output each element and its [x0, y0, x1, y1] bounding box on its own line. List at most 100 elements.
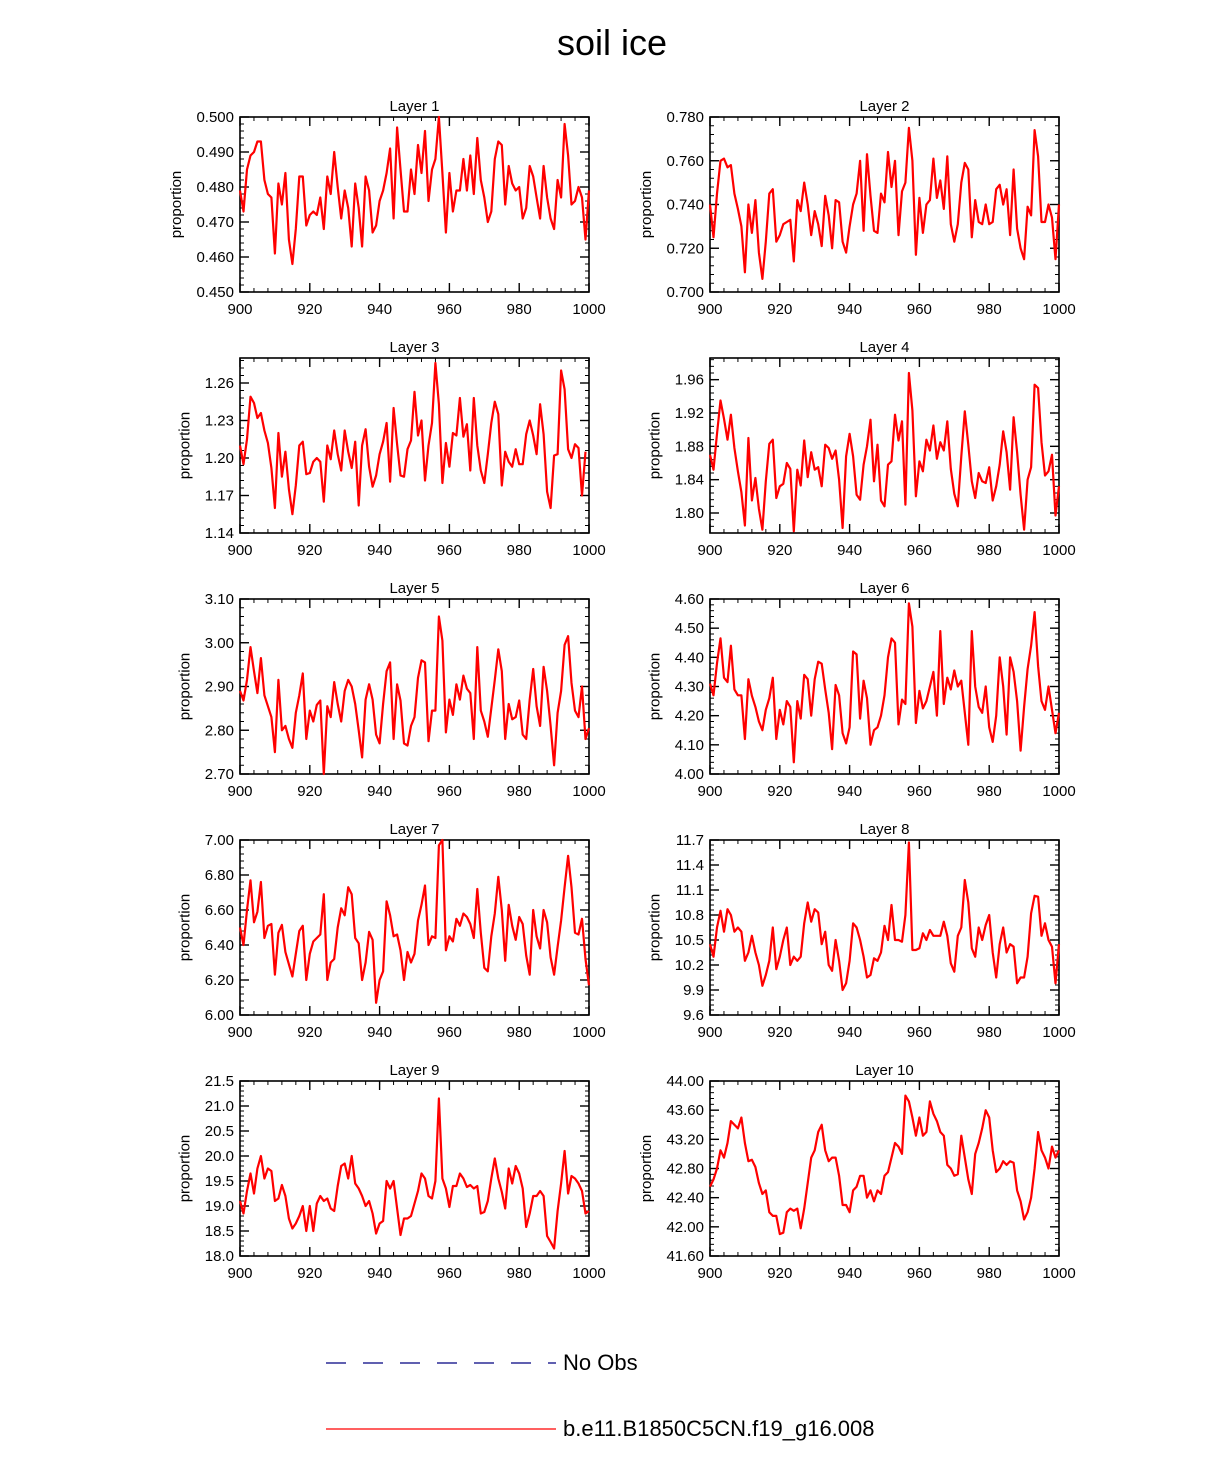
y-axis-label: proportion	[177, 1135, 194, 1203]
x-tick-label: 960	[907, 301, 932, 318]
x-tick-label: 980	[977, 542, 1002, 559]
series-line	[238, 615, 591, 776]
y-tick-label: 4.60	[675, 591, 704, 608]
panel-title: Layer 8	[859, 821, 909, 838]
panel-title: Layer 9	[389, 1062, 439, 1079]
x-tick-label: 940	[837, 1265, 862, 1282]
y-tick-label: 42.80	[666, 1161, 704, 1178]
legend-label-no-obs: No Obs	[563, 1350, 638, 1375]
y-tick-label: 0.780	[666, 109, 704, 126]
panel-title: Layer 5	[389, 580, 439, 597]
panel-title: Layer 1	[389, 98, 439, 115]
x-tick-label: 900	[697, 783, 722, 800]
y-tick-label: 6.80	[205, 867, 234, 884]
x-tick-label: 900	[227, 301, 252, 318]
legend-label-model: b.e11.B1850C5CN.f19_g16.008	[563, 1416, 875, 1441]
y-tick-label: 4.20	[675, 708, 704, 725]
series-line	[708, 841, 1061, 992]
x-tick-label: 940	[837, 301, 862, 318]
x-tick-label: 900	[227, 783, 252, 800]
y-axis-label: proportion	[177, 653, 194, 721]
y-tick-label: 21.5	[205, 1073, 234, 1090]
x-tick-label: 1000	[572, 542, 605, 559]
y-tick-label: 6.40	[205, 937, 234, 954]
y-tick-label: 42.00	[666, 1219, 704, 1236]
y-tick-label: 2.90	[205, 679, 234, 696]
y-tick-label: 4.40	[675, 649, 704, 666]
x-tick-label: 940	[367, 542, 392, 559]
chart-panel-layer-4: 900 920 940 960 980 1000 1.80 1.84 1.88 1.92 1.96 L…	[647, 339, 1076, 559]
x-tick-label: 920	[297, 1024, 322, 1041]
y-tick-label: 19.0	[205, 1198, 234, 1215]
plot-frame	[709, 839, 1060, 1016]
x-tick-label: 920	[767, 1024, 792, 1041]
chart-panel-layer-8: 900 920 940 960 980 1000 9.6 9.9 10.2 10.5 10.8 11.…	[647, 821, 1076, 1041]
x-tick-label: 920	[767, 1265, 792, 1282]
panel-title: Layer 3	[389, 339, 439, 356]
y-tick-label: 18.5	[205, 1223, 234, 1240]
chart-panel-layer-2: 900 920 940 960 980 1000 0.700 0.720 0.740 0.760 0…	[638, 98, 1076, 318]
y-tick-label: 11.4	[676, 857, 704, 874]
chart-panel-layer-3: 900 920 940 960 980 1000 1.14 1.17 1.20 1.23 1.26 L…	[177, 339, 606, 559]
x-tick-label: 1000	[1042, 1265, 1075, 1282]
x-tick-label: 1000	[1042, 783, 1075, 800]
y-tick-label: 4.00	[675, 766, 704, 783]
x-tick-label: 1000	[1042, 1024, 1075, 1041]
x-tick-label: 960	[437, 542, 462, 559]
y-tick-label: 0.450	[196, 284, 234, 301]
panel-title: Layer 10	[855, 1062, 913, 1079]
y-tick-label: 2.70	[205, 766, 234, 783]
y-tick-label: 6.00	[205, 1007, 234, 1024]
y-axis-label: proportion	[647, 412, 664, 480]
panel-title: Layer 4	[859, 339, 909, 356]
y-tick-label: 9.9	[683, 982, 704, 999]
x-tick-label: 1000	[1042, 301, 1075, 318]
y-tick-label: 7.00	[205, 832, 234, 849]
x-tick-label: 940	[367, 1265, 392, 1282]
y-tick-label: 0.700	[666, 284, 704, 301]
x-tick-label: 980	[977, 1024, 1002, 1041]
y-tick-label: 11.1	[676, 882, 704, 899]
x-tick-label: 900	[227, 542, 252, 559]
y-tick-label: 6.20	[205, 972, 234, 989]
y-tick-label: 0.720	[666, 240, 704, 257]
x-tick-label: 940	[367, 783, 392, 800]
y-tick-label: 10.2	[675, 957, 704, 974]
x-tick-label: 920	[297, 542, 322, 559]
x-tick-label: 920	[767, 542, 792, 559]
y-tick-label: 42.40	[666, 1190, 704, 1207]
y-axis-label: proportion	[647, 653, 664, 721]
x-tick-label: 940	[367, 301, 392, 318]
x-tick-label: 960	[437, 1265, 462, 1282]
x-tick-label: 920	[767, 301, 792, 318]
series-line	[708, 602, 1061, 764]
x-tick-label: 1000	[572, 1265, 605, 1282]
chart-panel-layer-6: 900 920 940 960 980 1000 4.00 4.10 4.20 4.30 4.40 4…	[647, 580, 1076, 800]
plot-frame	[709, 357, 1060, 534]
y-tick-label: 11.7	[676, 832, 704, 849]
y-tick-label: 0.470	[196, 214, 234, 231]
legend	[326, 1362, 556, 1430]
x-tick-label: 980	[507, 301, 532, 318]
y-tick-label: 0.480	[196, 179, 234, 196]
y-tick-label: 0.490	[196, 144, 234, 161]
x-tick-label: 1000	[572, 1024, 605, 1041]
x-tick-label: 900	[227, 1265, 252, 1282]
y-tick-label: 3.10	[205, 591, 234, 608]
y-axis-label: proportion	[168, 171, 185, 239]
x-tick-label: 920	[297, 301, 322, 318]
series-line	[238, 361, 587, 516]
x-tick-label: 980	[507, 1265, 532, 1282]
series-line	[708, 371, 1061, 533]
figure-title: soil ice	[556, 22, 668, 63]
chart-panel-layer-9: 900 920 940 960 980 1000 18.0 18.5 19.0 19.5 20.0 2…	[177, 1062, 606, 1282]
y-tick-label: 3.00	[205, 635, 234, 652]
y-tick-label: 4.30	[675, 679, 704, 696]
y-tick-label: 41.60	[666, 1248, 704, 1265]
plot-frame	[709, 116, 1060, 293]
panel-title: Layer 7	[389, 821, 439, 838]
y-tick-label: 4.10	[675, 737, 704, 754]
x-tick-label: 900	[697, 1024, 722, 1041]
y-tick-label: 1.20	[205, 450, 234, 467]
